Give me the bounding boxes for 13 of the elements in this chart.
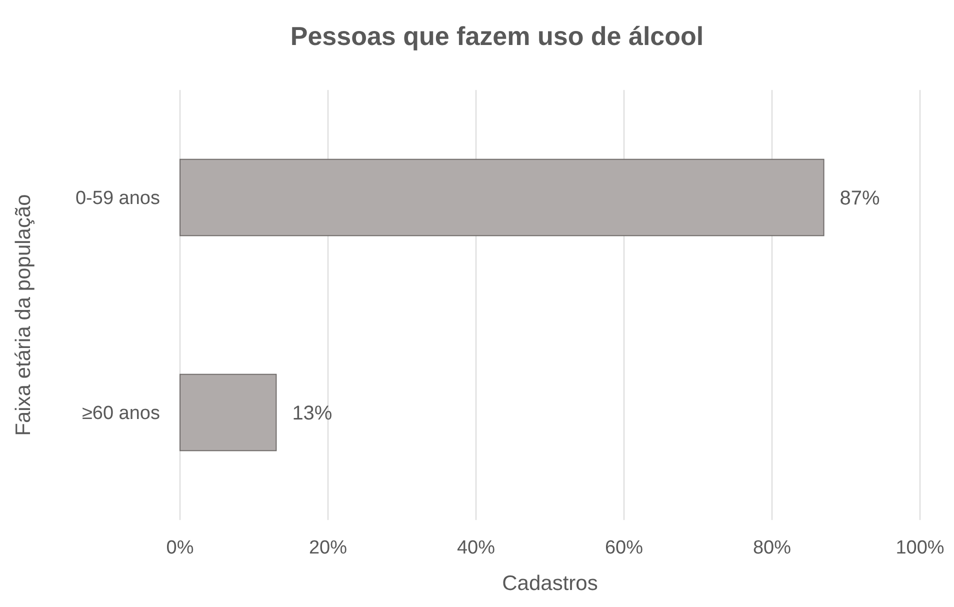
x-tick-label: 0%	[166, 537, 194, 558]
x-tick-label: 60%	[604, 537, 644, 558]
y-tick-label: 0-59 anos	[75, 188, 160, 210]
data-label: 13%	[292, 402, 332, 424]
x-tick-label: 40%	[456, 537, 496, 558]
x-tick-label: 80%	[752, 537, 792, 558]
y-tick-label: ≥60 anos	[82, 403, 160, 424]
chart-title: Pessoas que fazem uso de álcool	[290, 21, 704, 51]
x-tick-label: 20%	[308, 537, 348, 558]
data-label: 87%	[840, 188, 880, 210]
x-tick-label: 100%	[896, 537, 944, 558]
y-axis-title: Faixa etária da população	[12, 194, 35, 436]
x-axis-title: Cadastros	[502, 572, 598, 595]
